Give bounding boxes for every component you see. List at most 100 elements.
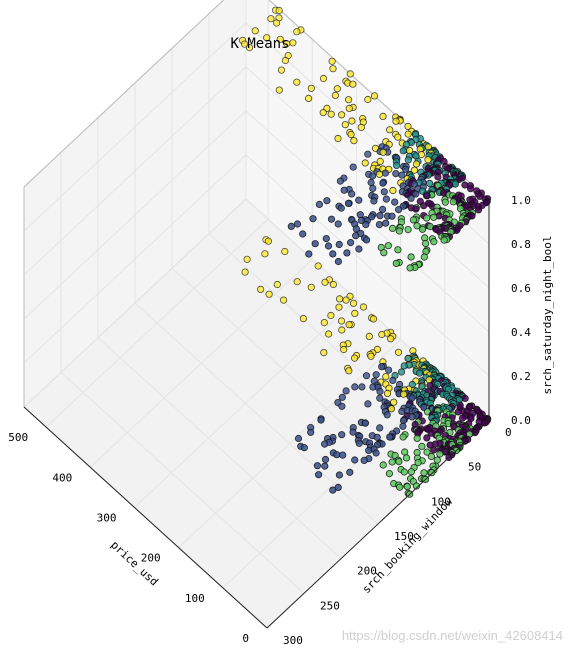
scatter-point <box>351 309 359 317</box>
scatter-point <box>263 34 271 42</box>
scatter-point <box>329 486 337 494</box>
scatter-point <box>328 57 336 65</box>
scatter-point <box>243 255 251 263</box>
grid-line <box>23 22 247 232</box>
scatter-point <box>300 444 308 452</box>
grid-line <box>60 371 305 594</box>
scatter-point <box>381 169 389 177</box>
scatter-point <box>257 285 265 293</box>
scatter-point <box>347 130 355 139</box>
scatter-point <box>329 250 337 258</box>
scatter-point <box>418 225 427 233</box>
scatter-point <box>378 330 386 339</box>
scatter-point <box>348 190 356 198</box>
scatter-point <box>339 451 347 459</box>
scatter-point <box>388 212 396 220</box>
scatter-point <box>399 422 407 430</box>
scatter-point <box>337 317 346 325</box>
scatter-point <box>420 202 428 210</box>
scatter-point <box>409 216 418 224</box>
scatter-point <box>283 40 291 48</box>
scatter-point <box>384 366 393 374</box>
scatter-point <box>389 376 397 384</box>
grid-line <box>245 154 490 377</box>
scatter-point <box>264 237 272 245</box>
y-tick-label: 150 <box>394 530 414 543</box>
x-tick-label: 100 <box>185 592 205 605</box>
scatter-point <box>311 240 319 248</box>
scatter-point <box>404 156 412 164</box>
scatter-point <box>304 94 313 103</box>
scatter-point <box>380 188 388 196</box>
scatter-point <box>458 414 467 422</box>
scatter-point <box>362 236 371 244</box>
scatter-point <box>355 245 363 253</box>
scatter-point <box>382 372 390 381</box>
scatter-point <box>420 253 428 261</box>
scatter-point <box>402 454 411 462</box>
scatter-point <box>361 419 369 427</box>
scatter-point <box>305 250 313 258</box>
scatter-point <box>327 311 335 320</box>
scatter-point <box>375 221 383 229</box>
scatter-point <box>413 434 421 442</box>
scatter-point <box>319 74 328 83</box>
scatter-point <box>367 178 375 187</box>
scatter-point <box>289 39 297 47</box>
scatter-point <box>387 405 395 413</box>
scatter-point <box>404 354 412 363</box>
scatter-point <box>398 407 406 415</box>
scatter-point <box>400 362 408 370</box>
scatter-point <box>379 461 387 469</box>
scatter-point <box>461 394 469 402</box>
scatter-point <box>340 186 348 194</box>
scatter-point <box>365 332 373 340</box>
y-tick-label: 50 <box>468 461 481 474</box>
scatter-points <box>239 6 492 498</box>
scatter-point <box>355 196 363 204</box>
grid-line <box>23 110 247 320</box>
x-axis-line <box>23 406 268 629</box>
scatter-point <box>376 212 384 220</box>
grid-line <box>97 337 342 560</box>
scatter-point <box>434 173 442 181</box>
scatter-point <box>415 369 424 377</box>
scatter-point <box>275 86 283 94</box>
scatter-point <box>360 456 368 464</box>
scatter-point <box>345 104 353 113</box>
scatter-point <box>392 170 400 178</box>
scatter-point <box>376 394 384 402</box>
z-axis-label: srch_saturday_night_bool <box>541 236 554 395</box>
scatter-point <box>392 161 401 169</box>
scatter-point <box>307 84 315 92</box>
scatter-point <box>321 455 330 464</box>
scatter-point <box>350 137 358 145</box>
scatter-point <box>454 408 462 416</box>
scatter-point <box>321 278 329 286</box>
scatter-point <box>422 192 431 200</box>
scatter-point <box>430 446 438 454</box>
scatter-point <box>307 428 315 436</box>
scatter-point <box>407 253 415 261</box>
scatter-point <box>277 66 286 74</box>
scatter-point <box>389 186 397 195</box>
scatter-point <box>401 165 410 173</box>
scatter-point <box>364 400 372 408</box>
scatter-point <box>425 179 434 187</box>
scatter-point <box>407 468 415 476</box>
scatter-point <box>376 157 384 165</box>
scatter-point <box>412 190 420 198</box>
scatter-point <box>380 249 388 257</box>
scatter-point <box>383 411 391 419</box>
axis-lines <box>23 200 490 629</box>
scatter-point <box>394 348 403 356</box>
scatter-point <box>334 257 342 266</box>
scatter-point <box>362 372 371 380</box>
scatter-point <box>343 249 351 257</box>
scatter-point <box>338 326 346 334</box>
pane-edge <box>268 0 490 201</box>
scatter-point <box>344 199 353 207</box>
scatter-point <box>412 482 421 490</box>
scatter-point <box>399 147 407 155</box>
scatter-point <box>440 236 448 244</box>
